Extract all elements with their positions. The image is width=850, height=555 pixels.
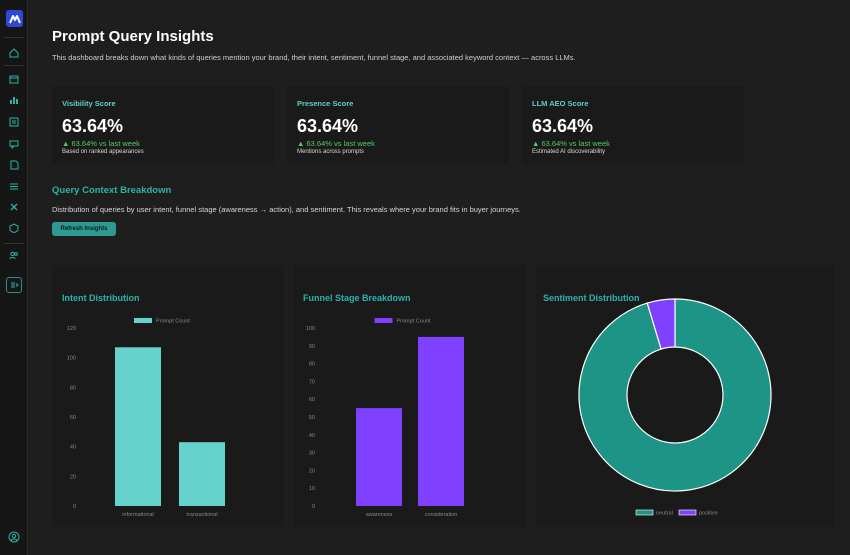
y-tick-label: 120 <box>67 326 76 332</box>
shield-icon[interactable] <box>6 220 22 236</box>
legend-swatch <box>678 509 697 516</box>
llm-aeo-score-card: LLM AEO Score 63.64% ▲ 63.64% vs last we… <box>522 86 744 164</box>
legend-swatch <box>134 318 152 323</box>
bar <box>356 408 402 506</box>
metric-note: Mentions across prompts <box>297 149 365 155</box>
legend-label: Prompt Count <box>156 319 190 325</box>
y-tick-label: 40 <box>70 445 76 451</box>
x-tick-label: consideration <box>425 512 458 518</box>
bar-chart-icon[interactable] <box>6 92 22 108</box>
metric-label: Visibility Score <box>62 99 116 108</box>
tools-icon[interactable] <box>6 199 22 215</box>
report-icon[interactable] <box>6 114 22 130</box>
y-tick-label: 100 <box>67 356 76 362</box>
y-tick-label: 60 <box>70 415 76 421</box>
collapse-icon[interactable] <box>6 277 22 293</box>
y-tick-label: 90 <box>309 344 315 350</box>
y-tick-label: 100 <box>306 326 315 332</box>
metric-value: 63.64% <box>532 116 594 136</box>
y-tick-label: 50 <box>309 415 315 421</box>
users-icon[interactable] <box>6 247 22 263</box>
legend-swatch <box>635 509 654 516</box>
bar <box>115 347 161 506</box>
y-tick-label: 80 <box>70 385 76 391</box>
metric-label: Presence Score <box>297 99 354 108</box>
chart-title: Intent Distribution <box>62 293 140 303</box>
metric-value: 63.64% <box>62 116 124 136</box>
chart-title: Funnel Stage Breakdown <box>303 293 411 303</box>
y-tick-label: 60 <box>309 397 315 403</box>
sentiment-chart-panel: Sentiment Distribution neutral positive <box>536 265 834 527</box>
intent-bar-chart: 0 20 40 60 80 100 120 Prompt Count informational… <box>67 318 225 518</box>
sentiment-donut-chart: neutral positive <box>578 298 772 517</box>
pie-slice <box>646 298 676 350</box>
y-tick-label: 10 <box>309 486 315 492</box>
brand-logo-icon[interactable] <box>6 10 23 27</box>
calendar-icon[interactable] <box>6 71 22 87</box>
intent-chart-panel: Intent Distribution 0 20 40 60 80 100 120 Promp… <box>52 265 284 527</box>
document-icon[interactable] <box>6 157 22 173</box>
y-tick-label: 20 <box>309 468 315 474</box>
legend-label: neutral <box>656 511 673 517</box>
list-icon[interactable] <box>6 178 22 194</box>
home-icon[interactable] <box>6 45 22 61</box>
main-content: Prompt Query Insights This dashboard bre… <box>28 0 850 555</box>
chart-title: Sentiment Distribution <box>543 293 640 303</box>
metric-note: Based on ranked appearances <box>62 149 144 155</box>
legend-swatch <box>374 318 393 323</box>
x-tick-label: informational <box>122 512 154 518</box>
chat-icon[interactable] <box>6 136 22 152</box>
sidebar-divider <box>4 243 24 244</box>
y-tick-label: 40 <box>309 433 315 439</box>
refresh-insights-button[interactable]: Refresh Insights <box>52 222 116 236</box>
page-title: Prompt Query Insights <box>52 28 214 45</box>
visibility-score-card: Visibility Score 63.64% ▲ 63.64% vs last… <box>52 86 274 164</box>
sidebar-divider <box>4 65 24 66</box>
sidebar <box>0 0 28 555</box>
section-description: Distribution of queries by user intent, … <box>52 205 521 214</box>
funnel-chart-panel: Funnel Stage Breakdown 0 10 20 30 40 50 60 70 80… <box>294 265 526 527</box>
y-tick-label: 0 <box>73 504 76 510</box>
presence-score-card: Presence Score 63.64% ▲ 63.64% vs last w… <box>287 86 509 164</box>
metric-label: LLM AEO Score <box>532 99 589 108</box>
y-tick-label: 20 <box>70 474 76 480</box>
metric-change: ▲ 63.64% vs last week <box>62 139 140 148</box>
metric-note: Estimated AI discoverability <box>532 149 606 155</box>
x-tick-label: awareness <box>366 512 393 518</box>
pie-slice <box>578 298 772 492</box>
sidebar-divider <box>4 37 24 38</box>
funnel-bar-chart: 0 10 20 30 40 50 60 70 80 90 100 Prompt Count awaren… <box>306 318 464 518</box>
y-tick-label: 80 <box>309 362 315 368</box>
y-tick-label: 30 <box>309 451 315 457</box>
y-tick-label: 70 <box>309 379 315 385</box>
bar <box>179 442 225 506</box>
legend-label: Prompt Count <box>397 319 431 325</box>
section-title: Query Context Breakdown <box>52 185 172 196</box>
metric-change: ▲ 63.64% vs last week <box>532 139 610 148</box>
y-tick-label: 0 <box>312 504 315 510</box>
bar <box>418 336 464 506</box>
page-subtitle: This dashboard breaks down what kinds of… <box>52 53 576 62</box>
legend-label: positive <box>699 511 718 517</box>
user-avatar-icon[interactable] <box>6 529 22 545</box>
metric-change: ▲ 63.64% vs last week <box>297 139 375 148</box>
metric-value: 63.64% <box>297 116 359 136</box>
x-tick-label: transactional <box>186 512 217 518</box>
